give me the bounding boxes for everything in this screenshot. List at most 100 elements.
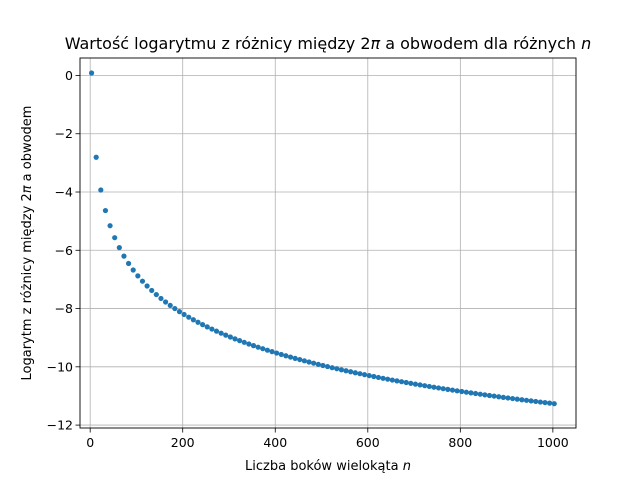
data-point — [255, 344, 261, 350]
x-tick-label: 800 — [448, 435, 472, 450]
data-points — [88, 70, 557, 407]
data-point — [306, 359, 312, 365]
data-point — [417, 382, 423, 388]
data-point — [320, 362, 326, 369]
data-point — [486, 392, 493, 399]
data-point — [496, 394, 502, 400]
data-point — [329, 365, 335, 371]
data-point — [547, 400, 553, 406]
data-point — [232, 336, 238, 342]
data-point — [468, 390, 474, 396]
x-tick-label: 600 — [356, 435, 380, 450]
data-point — [454, 388, 460, 394]
y-tick-label: −2 — [55, 126, 73, 141]
data-point — [491, 393, 497, 399]
data-point — [200, 322, 206, 328]
data-point — [398, 379, 405, 385]
data-point — [315, 361, 321, 367]
x-axis-ticks: 0 200 400 600 800 1000 — [86, 428, 569, 450]
data-point — [195, 319, 201, 325]
data-point — [338, 367, 345, 373]
y-tick-label: −8 — [55, 301, 73, 316]
data-point — [213, 328, 220, 334]
x-tick-label: 0 — [86, 435, 94, 450]
y-tick-label: −12 — [47, 418, 73, 433]
y-tick-label: −10 — [47, 359, 73, 374]
data-point — [107, 223, 113, 229]
data-point — [361, 372, 368, 378]
data-point — [482, 392, 488, 398]
data-point — [190, 317, 196, 323]
data-point — [162, 299, 169, 305]
data-point — [186, 314, 192, 320]
data-point — [227, 334, 233, 340]
data-point — [167, 302, 173, 309]
data-point — [459, 388, 465, 395]
data-point — [121, 253, 127, 259]
data-point — [371, 373, 377, 380]
data-point — [93, 154, 99, 160]
data-point — [348, 369, 354, 375]
x-axis-label-main: Liczba boków wielokąta — [245, 459, 403, 474]
data-point — [510, 395, 516, 402]
data-point — [278, 351, 284, 358]
data-point — [158, 295, 164, 302]
data-point — [116, 245, 122, 251]
data-point — [250, 343, 257, 349]
chart-title-rest: a obwodem dla różnych — [380, 34, 581, 53]
data-point — [542, 399, 548, 406]
data-point — [112, 235, 118, 241]
data-point — [297, 356, 303, 363]
data-point — [301, 358, 308, 364]
data-point — [403, 379, 409, 386]
data-point — [431, 384, 437, 390]
data-point — [130, 267, 136, 273]
data-point — [260, 346, 266, 352]
data-point — [366, 372, 372, 379]
data-point — [422, 383, 428, 389]
data-point — [551, 401, 557, 407]
data-point — [505, 395, 511, 401]
data-point — [408, 380, 414, 386]
data-point — [98, 187, 104, 193]
data-point — [412, 381, 419, 387]
data-point — [519, 397, 525, 403]
data-point — [135, 273, 141, 279]
y-tick-label: −4 — [55, 185, 73, 200]
data-point — [343, 368, 349, 374]
data-point — [172, 305, 178, 312]
chart-title-n: n — [581, 34, 591, 53]
data-point — [274, 350, 280, 356]
data-point — [394, 378, 400, 384]
y-tick-label: −6 — [55, 243, 73, 258]
data-point — [241, 339, 247, 345]
data-point — [528, 398, 534, 404]
data-point — [440, 386, 446, 392]
data-point — [389, 377, 395, 383]
data-point — [204, 324, 210, 330]
data-point — [334, 366, 340, 372]
x-tick-label: 200 — [171, 435, 195, 450]
data-point — [181, 311, 187, 318]
data-point — [426, 383, 432, 390]
chart-title-pi: π — [371, 34, 381, 53]
plot-frame — [79, 57, 577, 429]
data-point — [463, 389, 469, 395]
data-point — [283, 353, 289, 359]
y-axis-label-main: Logarytm z różnicy między 2 — [20, 193, 35, 380]
data-point — [264, 347, 270, 353]
data-point — [375, 374, 382, 381]
x-tick-label: 400 — [263, 435, 287, 450]
data-point — [523, 397, 530, 403]
y-axis-label-pi: π — [20, 185, 35, 193]
data-point — [449, 387, 456, 393]
data-point — [357, 371, 363, 377]
data-point — [125, 260, 132, 267]
grid — [80, 58, 576, 428]
data-point — [477, 391, 483, 397]
y-axis-label: Logarytm z różnicy między 2π a obwodem — [20, 106, 35, 381]
data-point — [324, 363, 331, 370]
data-point — [533, 398, 539, 405]
